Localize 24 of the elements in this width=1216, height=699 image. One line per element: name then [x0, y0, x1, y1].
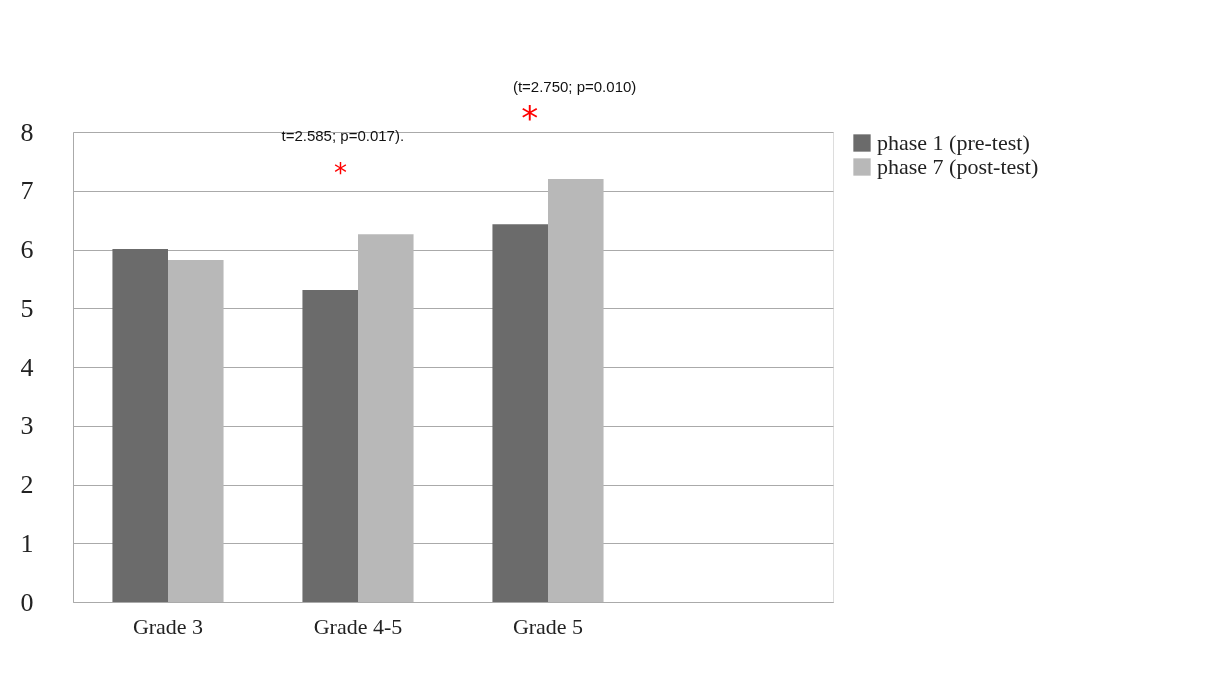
- y-tick-label: 3: [20, 411, 34, 441]
- x-tick-label: Grade 3: [132, 613, 204, 639]
- y-tick-label: 4: [20, 352, 34, 382]
- bar: [358, 234, 414, 602]
- bar: [548, 179, 604, 602]
- annotation: t=2.585; p=0.017).: [281, 127, 405, 144]
- annotation: *: [521, 98, 539, 138]
- text: (t=2.750; p=0.010): [512, 78, 637, 95]
- x-tick-label: Grade 4-5: [313, 613, 403, 639]
- y-tick-label: 0: [20, 587, 34, 617]
- bar: [302, 290, 358, 602]
- annotation: *: [334, 158, 348, 188]
- x-tick-label: Grade 5: [512, 613, 584, 639]
- y-tick-label: 7: [20, 176, 34, 206]
- bar: [492, 224, 548, 602]
- bar: [112, 248, 168, 602]
- y-tick-label: 1: [20, 528, 34, 558]
- y-tick-label: 8: [20, 117, 34, 147]
- y-tick-label: 2: [20, 470, 34, 499]
- y-tick-label: 5: [20, 293, 34, 323]
- y-tick-label: 6: [20, 235, 34, 264]
- legend-label: phase 7 (post-test): [877, 154, 1039, 179]
- bar: [168, 260, 224, 602]
- legend-label: phase 1 (pre-test): [877, 130, 1030, 155]
